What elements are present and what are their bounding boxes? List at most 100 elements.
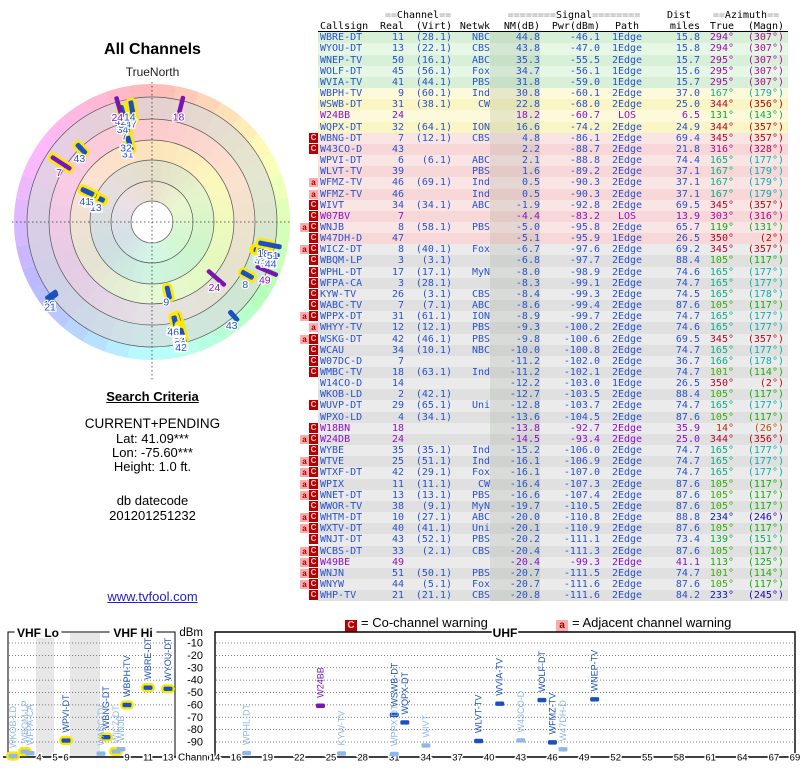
virtual-channel-cell: (5.1) — [421, 578, 452, 590]
warning-cell — [295, 122, 318, 133]
signal-group-header: ========Signal======== — [507, 10, 641, 21]
network-cell: PBS — [471, 76, 490, 88]
warning-cell: C — [295, 132, 318, 144]
signal-table: ==Channel== ========Signal======== Dist … — [295, 10, 795, 602]
bar-highlight — [6, 751, 20, 761]
path-cell: 2Edge — [611, 590, 643, 602]
adjacent-channel-warning-icon: a — [300, 568, 309, 578]
real-channel-cell: 50 — [391, 54, 404, 66]
radar-channel-label: 24 — [209, 282, 221, 294]
azimuth-magn-cell: (245°) — [747, 590, 784, 602]
virtual-channel-cell — [404, 434, 452, 445]
tvfool-link[interactable]: www.tvfool.com — [107, 589, 198, 604]
nm-cell: -16.6 — [490, 489, 540, 501]
table-row: W14CO-D 14 -12.2 -103.0 1Edge 26.5 350° (2°) — [295, 378, 795, 390]
network-cell: Ind — [471, 367, 490, 378]
network-cell — [452, 434, 490, 445]
azimuth-magn-cell: (177°) — [747, 322, 784, 334]
real-channel-cell: 9 — [397, 88, 404, 100]
warning-cell: C — [295, 143, 318, 155]
co-channel-warning-icon: C — [309, 333, 318, 344]
miles-cell: 87.6 — [675, 411, 700, 423]
real-channel-cell: 39 — [391, 166, 404, 178]
radar-hue-sector — [214, 317, 241, 342]
radar-marker-bar — [206, 269, 227, 287]
channel-tick-label: 22 — [294, 753, 305, 764]
table-column-header: Callsign Real (Virt) Netwk NM(dB) Pwr(dB… — [295, 21, 795, 33]
real-channel-cell: 34 — [391, 344, 404, 356]
path-cell: 2Edge — [611, 478, 643, 490]
virtual-channel-cell: (38.1) — [415, 99, 452, 111]
miles-cell: 37.0 — [675, 88, 700, 100]
pwr-cell: -55.5 — [569, 54, 600, 66]
radar-channel-label: 34 — [174, 336, 186, 348]
adjacent-channel-warning-icon: a — [309, 323, 318, 333]
pwr-cell: -106.9 — [563, 456, 600, 468]
signal-bar — [400, 720, 410, 725]
table-row: C W07DC-D 7 -11.2 -102.0 2Edge 36.7 166° (178°) — [295, 355, 795, 367]
pwr-cell: -60.7 — [569, 110, 600, 122]
co-channel-warning-icon: C — [309, 422, 318, 433]
radar-channel-label: 43 — [74, 153, 86, 165]
real-channel-cell: 2 — [397, 389, 404, 401]
miles-cell: 24.9 — [675, 121, 700, 133]
table-row: C WBNG-DT 7 (12.1) CBS 4.8 -86.1 2Edge 69.4 345° (… — [295, 132, 795, 144]
adjacent-channel-warning-icon: a — [300, 579, 309, 589]
real-channel-cell: 24 — [391, 110, 404, 122]
radar-channel-label: 9 — [163, 297, 169, 309]
real-channel-cell: 33 — [391, 545, 404, 557]
nm-cell: 0.5 — [490, 177, 540, 189]
azimuth-true-cell: 105° — [709, 411, 734, 423]
radar-hue-sector — [172, 222, 277, 244]
real-channel-cell: 7 — [397, 132, 404, 144]
callsign-cell: WPPX-DT — [320, 311, 363, 323]
virtual-channel-cell — [404, 211, 452, 222]
path-cell: 2Edge — [611, 132, 643, 144]
adjacent-channel-warning-icon: a — [300, 468, 309, 478]
radar-hue-sector — [275, 198, 290, 222]
radar-hue-sector — [128, 345, 152, 360]
nm-cell: -12.8 — [490, 400, 540, 412]
azimuth-magn-cell: (177°) — [747, 266, 784, 278]
warning-cell: a — [295, 322, 318, 333]
dist-group-header: Dist — [666, 10, 692, 21]
azimuth-true-cell: 344° — [709, 121, 734, 133]
radar-channel-label: 51 — [267, 250, 279, 262]
radar-hue-sector — [63, 102, 90, 127]
real-channel-cell: 25 — [391, 456, 404, 468]
nm-cell: -4.4 — [490, 210, 540, 222]
miles-cell: 74.7 — [675, 567, 700, 579]
table-row: a C W49BE 49 -20.4 -99.3 2Edge 41.1 113° (125°) — [295, 556, 795, 568]
callsign-cell: WNYW — [320, 578, 345, 590]
azimuth-true-cell: 303° — [709, 210, 734, 222]
radar-hue-sector — [43, 232, 136, 303]
pwr-cell: -100.2 — [563, 322, 600, 334]
virtual-channel-cell — [404, 144, 452, 155]
channel-tick-label: 46 — [547, 753, 558, 764]
table-row: WNEP-TV 50 (16.1) ABC 35.3 -55.5 2Edge 15.7 295°… — [295, 54, 795, 66]
azimuth-true-cell: 167° — [709, 88, 734, 100]
table-row: WKOB-LD 2 (42.1) -12.7 -103.5 2Edge 88.4 105° (1… — [295, 389, 795, 401]
real-channel-cell: 38 — [391, 500, 404, 512]
virtual-channel-cell — [404, 189, 452, 200]
channel-tick-label: 16 — [231, 753, 242, 764]
table-row: WQPX-DT 32 (64.1) ION 16.6 -74.2 2Edge 24.9 344°… — [295, 121, 795, 133]
co-channel-warning-icon: C — [309, 244, 318, 255]
network-cell — [452, 423, 490, 434]
miles-cell: 74.7 — [675, 467, 700, 479]
co-channel-warning-icon: C — [309, 143, 318, 154]
miles-cell: 36.7 — [675, 355, 700, 367]
bar-callsign-label: WICZ-DT — [111, 705, 121, 743]
azimuth-true-cell: 166° — [709, 355, 734, 367]
virtual-channel-cell: (10.1) — [415, 344, 452, 356]
warning-cell: C — [295, 210, 318, 222]
nm-cell: 30.8 — [490, 88, 540, 100]
path-cell: 2Edge — [611, 389, 643, 401]
radar-marker-bar — [228, 309, 240, 323]
miles-cell: 87.6 — [675, 545, 700, 557]
callsign-cell: WTXF-DT — [320, 467, 363, 479]
virtual-channel-cell — [404, 378, 452, 389]
table-row: C WIVT 34 (34.1) ABC -1.9 -92.8 2Edge 69.5 345° (3… — [295, 199, 795, 211]
pwr-cell: -100.8 — [563, 344, 600, 356]
